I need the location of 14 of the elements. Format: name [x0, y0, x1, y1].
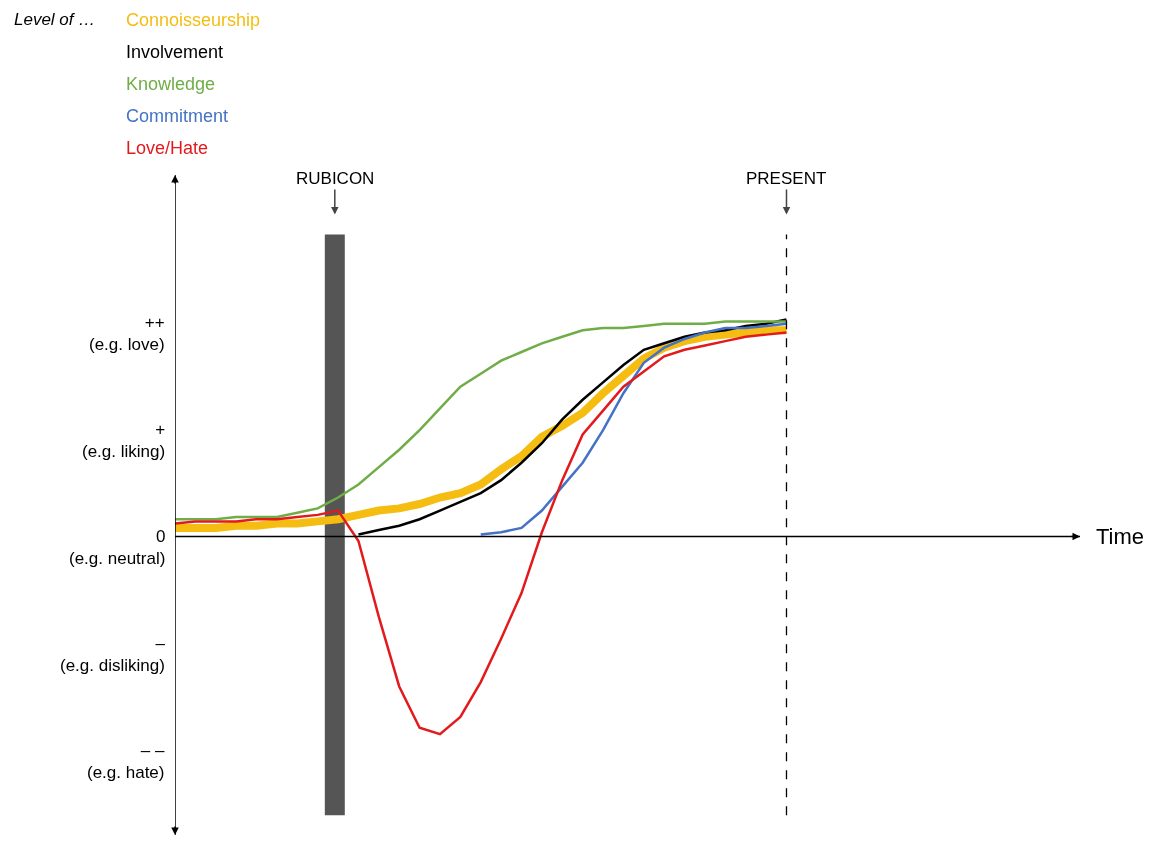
text: Commitment: [126, 106, 229, 126]
legend-title: Level of …: [14, 10, 96, 29]
text: ++ (e.g. love): [89, 313, 165, 355]
text: PRESENT: [746, 169, 827, 188]
text: Connoisseurship: [126, 10, 261, 30]
text: Involvement: [126, 42, 224, 62]
annotation: – (e.g. disliking): [60, 634, 166, 676]
annotation: 0 (e.g. neutral): [69, 527, 166, 569]
text: Knowledge: [126, 74, 216, 94]
text: Love/Hate: [126, 138, 209, 158]
text: Time: [1096, 524, 1145, 549]
annotation: + (e.g. liking): [82, 420, 166, 462]
text: – – (e.g. hate): [87, 741, 166, 783]
text: RUBICON: [296, 169, 375, 188]
